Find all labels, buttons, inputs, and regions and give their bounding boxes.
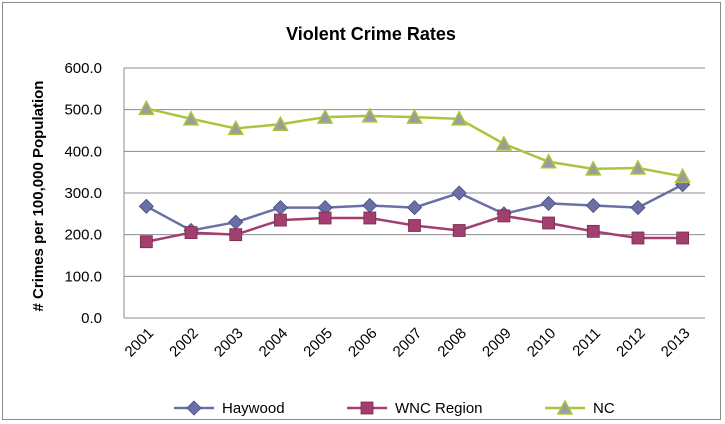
data-point-wnc-region [139,235,153,249]
x-tick-label: 2001 [122,325,158,361]
series-haywood [138,177,691,239]
x-tick-label: 2003 [211,325,247,361]
data-point-nc [674,167,691,184]
x-tick-label: 2011 [569,325,604,360]
data-point-nc [138,99,155,116]
series-layer [138,99,691,249]
data-point-haywood [138,198,154,214]
legend-item-nc: NC [545,399,615,417]
data-point-nc [182,110,200,126]
data-point-wnc-region [586,224,600,238]
data-point-wnc-region [676,231,690,245]
data-point-wnc-region [497,209,511,223]
data-point-haywood [272,200,288,216]
x-tick-label: 2008 [434,325,470,361]
y-axis-label: # Crimes per 100,000 Population [30,81,47,312]
series-nc [138,99,691,184]
y-tick-label: 400.0 [64,143,102,160]
legend-item-haywood: Haywood [174,400,285,417]
legend-item-wnc-region: WNC Region [347,400,483,417]
gridlines [123,67,705,319]
y-tick-label: 300.0 [64,185,102,202]
legend-label-haywood: Haywood [222,400,285,417]
data-point-nc [227,119,244,136]
y-tick-label: 200.0 [64,227,102,244]
data-point-wnc-region [184,226,198,239]
chart-frame [2,2,721,420]
x-tick-label: 2002 [166,325,202,361]
x-tick-labels: 2001 2002 2003 2004 2005 2006 2007 2008 2009 2010… [122,325,694,361]
data-point-wnc-region [631,231,645,245]
y-tick-label: 600.0 [64,60,102,77]
data-point-haywood [228,214,244,230]
data-point-nc [406,108,423,124]
data-point-nc [585,160,602,176]
legend-marker-nc [556,399,574,415]
data-point-nc [495,135,513,151]
x-tick-label: 2009 [479,325,515,361]
data-point-wnc-region [452,224,466,237]
x-tick-label: 2007 [390,325,426,361]
y-tick-label: 0.0 [81,310,102,327]
data-point-wnc-region [229,228,243,242]
series-wnc-region [139,209,690,249]
y-tick-labels: 0.0 100.0 200.0 300.0 400.0 500.0 600.0 [64,60,102,327]
data-point-nc [272,115,289,131]
data-point-haywood [362,197,378,214]
chart-title: Violent Crime Rates [286,24,456,44]
legend-marker-haywood [186,400,202,416]
x-tick-label: 2005 [300,325,336,361]
data-point-nc [361,107,379,123]
data-point-wnc-region [363,211,377,225]
legend: Haywood WNC Region NC [174,399,615,417]
y-tick-label: 500.0 [64,102,102,119]
legend-marker-wnc-region [360,401,374,415]
legend-label-wnc-region: WNC Region [395,400,483,417]
data-point-nc [629,159,647,175]
data-point-wnc-region [318,211,332,225]
legend-label-nc: NC [593,400,615,417]
data-point-haywood [451,185,467,201]
x-tick-label: 2010 [524,325,560,361]
data-point-haywood [406,200,423,216]
data-point-nc [316,108,334,124]
x-tick-label: 2012 [613,325,649,361]
data-point-nc [450,110,468,126]
data-point-wnc-region [408,219,421,232]
data-point-wnc-region [542,216,555,230]
x-tick-label: 2006 [345,325,381,361]
data-point-haywood [630,200,646,216]
data-point-nc [540,153,557,169]
data-point-haywood [585,197,601,214]
y-tick-label: 100.0 [64,268,102,285]
data-point-wnc-region [274,213,287,227]
data-point-haywood [541,195,557,211]
x-tick-label: 2013 [658,325,694,361]
x-tick-label: 2004 [256,325,292,361]
